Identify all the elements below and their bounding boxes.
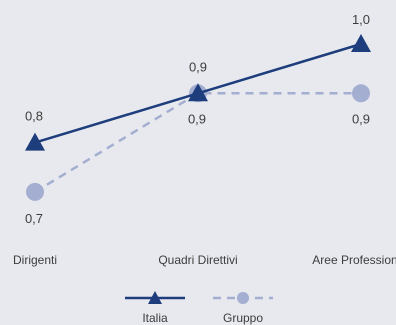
data-label-italia-2: 1,0 — [352, 12, 370, 27]
marker-gruppo-2 — [352, 84, 370, 103]
data-label-italia-0: 0,8 — [25, 109, 43, 124]
legend-item-gruppo: Gruppo — [213, 292, 273, 325]
legend-item-italia: Italia — [125, 291, 185, 325]
marker-italia-1 — [188, 83, 208, 102]
legend-label-gruppo: Gruppo — [223, 311, 263, 325]
marker-italia-2 — [351, 34, 371, 52]
category-labels: Dirigenti Quadri Direttivi Aree Profession… — [13, 253, 396, 267]
data-labels: 0,7 0,9 0,9 0,8 0,9 1,0 — [25, 12, 370, 226]
legend-label-italia: Italia — [142, 311, 168, 325]
category-label-2: Aree Professionali — [312, 253, 396, 267]
marker-gruppo-0 — [26, 182, 44, 201]
legend-marker-gruppo — [237, 292, 249, 304]
data-label-gruppo-1: 0,9 — [188, 111, 206, 126]
category-label-0: Dirigenti — [13, 253, 57, 267]
data-label-italia-1: 0,9 — [189, 59, 207, 74]
category-label-1: Quadri Direttivi — [158, 253, 237, 267]
marker-italia-0 — [25, 132, 45, 151]
series-layer — [25, 34, 371, 201]
legend: Italia Gruppo — [125, 291, 273, 325]
data-label-gruppo-0: 0,7 — [25, 211, 43, 226]
data-label-gruppo-2: 0,9 — [352, 111, 370, 126]
series-line-gruppo — [34, 92, 361, 193]
legend-marker-italia — [148, 291, 162, 304]
